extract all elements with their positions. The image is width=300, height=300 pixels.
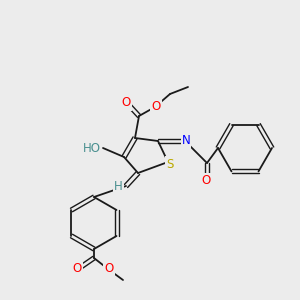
Text: S: S (166, 158, 174, 170)
Text: O: O (72, 262, 82, 275)
Text: H: H (114, 181, 123, 194)
Text: O: O (201, 175, 211, 188)
Text: HO: HO (83, 142, 101, 154)
Text: O: O (152, 100, 160, 113)
Text: O: O (122, 97, 130, 110)
Text: O: O (104, 262, 114, 275)
Text: N: N (182, 134, 190, 148)
